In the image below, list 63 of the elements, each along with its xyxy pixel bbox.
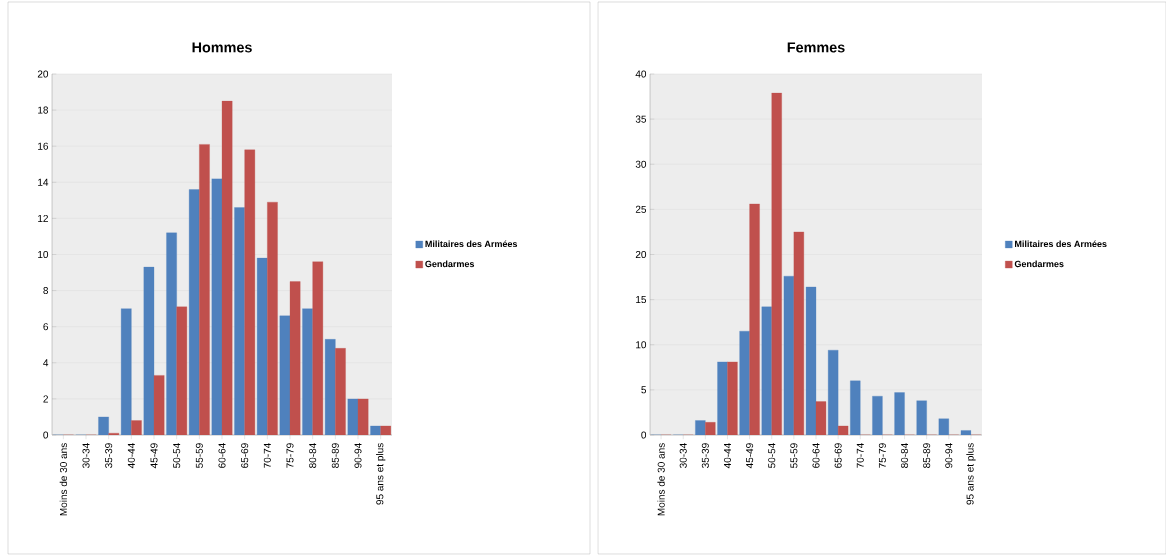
chart-title: Femmes <box>787 42 845 53</box>
x-tick-label: 80-84 <box>309 443 317 468</box>
y-tick-label: 10 <box>38 250 49 259</box>
x-tick-label: 30-34 <box>82 443 90 468</box>
legend-label: Militaires des Armées <box>425 240 518 248</box>
bar <box>815 401 827 435</box>
x-tick-label: 50-54 <box>768 443 776 468</box>
y-tick-label: 0 <box>43 431 49 439</box>
legend-label: Militaires des Armées <box>1015 240 1107 248</box>
x-tick-label: 85-89 <box>923 443 931 468</box>
bar <box>705 422 716 435</box>
x-tick-label: 75-79 <box>286 443 294 468</box>
x-tick-label: 45-49 <box>746 443 754 469</box>
x-tick-label: 40-44 <box>127 443 135 469</box>
y-tick-label: 6 <box>43 323 49 331</box>
y-tick-label: 16 <box>38 142 49 150</box>
y-tick-label: 5 <box>641 386 647 394</box>
x-tick-label: Moins de 30 ans <box>59 443 68 516</box>
x-tick-label: 65-69 <box>834 443 842 468</box>
bar <box>727 361 738 435</box>
bar <box>837 425 849 435</box>
y-tick-label: 12 <box>38 214 48 222</box>
x-tick-label: 90-94 <box>354 443 362 468</box>
x-tick-label: 60-64 <box>218 443 226 468</box>
x-tick-label: 80-84 <box>901 443 909 468</box>
y-tick-label: 18 <box>38 106 49 114</box>
y-tick-label: 4 <box>43 359 49 367</box>
y-tick-label: 8 <box>43 287 49 295</box>
bar <box>793 231 804 435</box>
x-tick-label: 60-64 <box>812 443 820 468</box>
chart-title: Hommes <box>192 42 252 53</box>
y-tick-label: 20 <box>635 250 647 259</box>
x-tick-label: 85-89 <box>331 443 339 468</box>
x-tick-label: 70-74 <box>263 443 271 468</box>
x-tick-label: 70-74 <box>856 443 864 468</box>
x-tick-label: 30-34 <box>679 443 687 468</box>
bar <box>771 92 782 435</box>
x-tick-label: Moins de 30 ans <box>657 443 665 516</box>
y-tick-label: 30 <box>635 160 647 168</box>
x-tick-label: 35-39 <box>701 443 709 468</box>
x-tick-label: 55-59 <box>790 443 798 468</box>
y-tick-label: 0 <box>641 431 647 439</box>
x-tick-label: 75-79 <box>878 443 886 468</box>
y-tick-label: 25 <box>635 205 647 213</box>
y-tick-label: 10 <box>636 341 647 349</box>
y-tick-label: 35 <box>635 115 647 123</box>
y-tick-label: 15 <box>636 296 647 304</box>
y-tick-label: 20 <box>37 70 49 78</box>
y-tick-label: 40 <box>635 70 647 78</box>
y-tick-label: 14 <box>38 178 49 186</box>
x-tick-label: 95 ans et plus <box>376 443 386 505</box>
legend-label: Gendarmes <box>425 260 475 268</box>
x-tick-label: 50-54 <box>173 443 181 468</box>
x-tick-label: 45-49 <box>150 443 158 469</box>
y-tick-label: 2 <box>43 395 48 403</box>
x-tick-label: 35-39 <box>105 443 113 468</box>
bar <box>749 203 760 435</box>
x-tick-label: 90-94 <box>945 443 953 468</box>
legend-label: Gendarmes <box>1014 260 1064 268</box>
x-tick-label: 65-69 <box>241 443 249 468</box>
x-tick-label: 40-44 <box>723 443 732 469</box>
x-tick-label: 55-59 <box>195 443 203 468</box>
x-tick-label: 95 ans et plus <box>966 443 976 505</box>
